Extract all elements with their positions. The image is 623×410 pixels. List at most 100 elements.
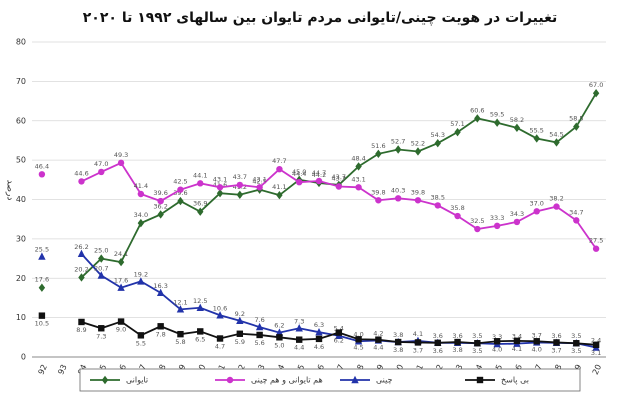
marker [157, 210, 164, 219]
marker [434, 138, 441, 148]
marker [117, 318, 125, 325]
value-label: 6.2 [274, 322, 284, 330]
marker [434, 339, 441, 347]
marker [177, 186, 184, 193]
value-label: 3.8 [452, 346, 462, 354]
value-label: 33.3 [490, 214, 504, 222]
value-label: 3.5 [472, 347, 482, 355]
value-label: 45.0 [292, 168, 306, 176]
marker [335, 183, 342, 190]
value-label: 49.3 [114, 151, 128, 159]
marker [137, 190, 145, 198]
marker [493, 338, 501, 345]
marker [315, 327, 323, 336]
marker [394, 338, 402, 346]
value-label: 3.3 [492, 333, 502, 341]
value-label: 19.2 [134, 270, 148, 278]
y-tick-label: 60 [16, 116, 26, 125]
marker [78, 273, 85, 282]
value-label: 40.3 [391, 186, 405, 194]
value-label: 20.7 [94, 264, 108, 272]
marker [513, 123, 521, 133]
value-label: 6.5 [195, 335, 205, 343]
marker [276, 334, 283, 341]
y-tick-label: 80 [16, 38, 26, 47]
y-tick-label: 30 [16, 234, 26, 243]
value-label: 7.3 [294, 317, 304, 325]
marker [197, 207, 204, 216]
chart-title: تغییرات در هویت چینی/تایوانی مردم تایوان… [83, 10, 557, 26]
marker [117, 159, 125, 167]
marker [177, 330, 184, 338]
marker [553, 339, 560, 346]
marker [216, 189, 224, 198]
value-label: 4.2 [373, 329, 383, 337]
marker [137, 218, 145, 228]
marker [196, 303, 204, 311]
value-label: 24.1 [114, 250, 128, 258]
value-label: 4.0 [353, 330, 363, 338]
legend-label: چینی [376, 376, 392, 385]
marker [315, 335, 323, 343]
value-label: 42.5 [173, 178, 187, 186]
marker [375, 149, 382, 159]
marker [493, 118, 501, 127]
value-label: 9.0 [116, 326, 126, 334]
value-label: 51.6 [371, 142, 385, 150]
marker [276, 190, 283, 200]
marker [474, 114, 481, 123]
value-label: 3.4 [512, 333, 522, 341]
value-label: 44.4 [292, 170, 306, 178]
marker [513, 218, 521, 226]
marker [177, 196, 184, 206]
value-label: 58.5 [569, 115, 583, 123]
value-label: 44.7 [312, 169, 326, 177]
marker [101, 375, 109, 385]
marker [236, 316, 244, 324]
marker [276, 165, 283, 173]
value-label: 3.6 [452, 332, 462, 340]
value-label: 26.2 [74, 243, 88, 251]
value-label: 67.0 [589, 81, 603, 89]
value-label: 55.5 [529, 126, 543, 134]
value-label: 39.6 [173, 189, 187, 197]
marker [38, 312, 46, 319]
value-label: 52.2 [411, 139, 425, 147]
marker [38, 283, 46, 292]
marker [197, 180, 204, 187]
marker [98, 168, 105, 176]
value-label: 32.5 [470, 217, 484, 225]
marker [454, 338, 461, 346]
marker [351, 375, 359, 384]
marker [375, 336, 382, 343]
value-label: 54.3 [431, 131, 445, 139]
x-tick-label: 20 [591, 363, 603, 376]
marker [157, 197, 164, 205]
value-label: 16.3 [153, 282, 167, 290]
marker [513, 337, 521, 345]
value-label: 12.1 [173, 298, 187, 306]
value-label: 58.2 [510, 116, 524, 124]
value-label: 57.1 [450, 120, 464, 128]
marker [117, 257, 125, 267]
value-label: 3.6 [551, 332, 561, 340]
value-label: 5.0 [274, 341, 284, 349]
value-label: 17.6 [114, 277, 128, 285]
value-label: 43.3 [332, 175, 346, 183]
value-label: 8.9 [76, 326, 86, 334]
value-label: 35.8 [450, 204, 464, 212]
value-label: 3.7 [551, 346, 561, 354]
value-label: 3.5 [571, 347, 581, 355]
value-label: 27.5 [589, 237, 603, 245]
legend-label: هم تایوانی و هم چینی [251, 376, 323, 385]
marker [414, 197, 422, 204]
value-label: 41.1 [272, 183, 286, 191]
value-label: 4.4 [294, 344, 304, 352]
value-label: 44.2 [312, 171, 326, 179]
value-label: 43.7 [332, 173, 346, 181]
value-label: 39.8 [371, 188, 385, 196]
y-tick-label: 0 [21, 353, 26, 362]
marker [216, 184, 224, 191]
legend-label: تایوانی [126, 376, 148, 385]
value-label: 36.2 [153, 202, 167, 210]
